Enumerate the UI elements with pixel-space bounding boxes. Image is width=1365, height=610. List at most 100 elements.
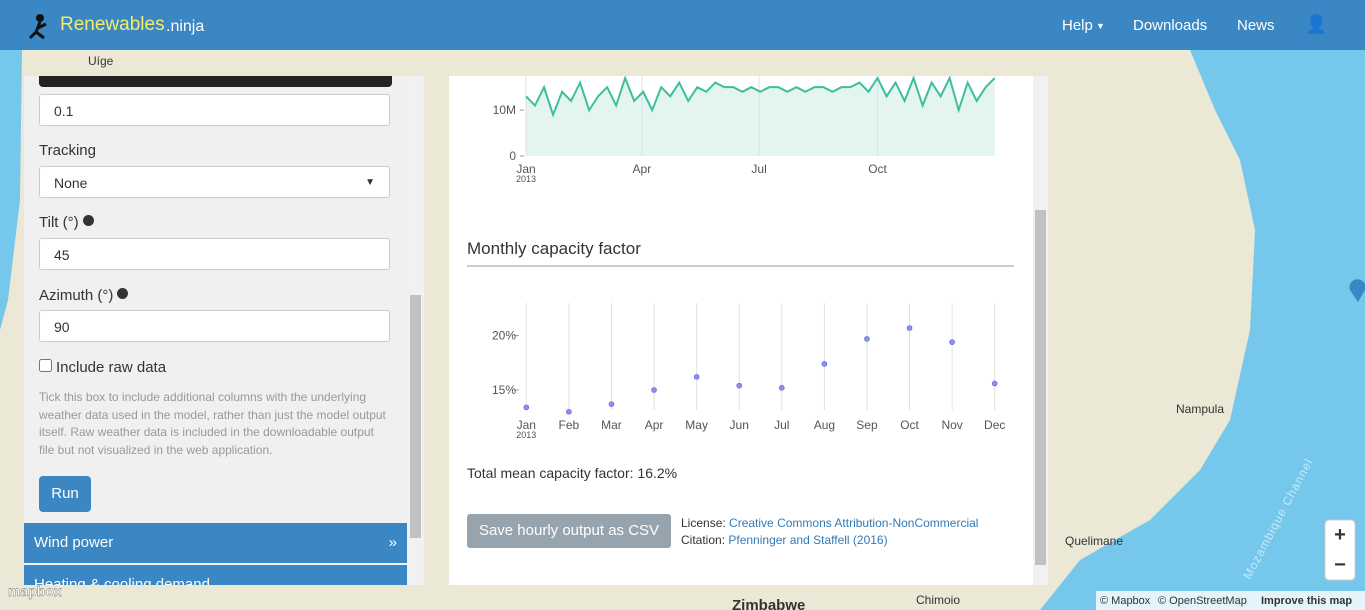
- x-tick-label: Dec: [984, 418, 1005, 432]
- map-water: [1040, 50, 1365, 610]
- attribution[interactable]: © OpenStreetMap: [1158, 595, 1247, 607]
- attribution-bg: [1096, 591, 1365, 610]
- x-tick-label: Aug: [814, 418, 835, 432]
- map-label: Chimoio: [916, 593, 960, 607]
- checkbox[interactable]: [39, 359, 52, 372]
- run-button[interactable]: Run: [39, 476, 91, 512]
- field-label: Azimuth (°): [39, 287, 129, 304]
- x-tick-label: Nov: [941, 418, 962, 432]
- tracking-select[interactable]: None ▼: [39, 166, 390, 198]
- dot: [864, 336, 870, 342]
- x-tick-label: Oct: [868, 162, 887, 176]
- y-tick-label: 0: [509, 149, 516, 163]
- dot: [693, 374, 700, 380]
- dot: [608, 401, 615, 407]
- section-title: Wind power: [34, 534, 114, 551]
- zoom-out[interactable]: −: [1334, 554, 1346, 576]
- results-panel: Jan Apr Jul Oct 2013 0 10M Monthly capacity fac…: [449, 76, 1048, 585]
- citation-link[interactable]: Pfenninger and Staffell (2016): [728, 533, 888, 547]
- dot: [523, 404, 530, 411]
- y-tick-label: 10M: [493, 103, 516, 117]
- scrollbar-thumb[interactable]: [1035, 210, 1046, 565]
- section-title: Heating & cooling demand: [34, 576, 210, 585]
- checkbox-label: Include raw data: [56, 359, 167, 376]
- label-text: Tilt (°): [39, 214, 79, 231]
- line: [525, 76, 996, 118]
- chart-title: Monthly capacity factor: [467, 239, 641, 258]
- zoom-control: [1324, 519, 1356, 581]
- azimuth-input[interactable]: 90: [39, 310, 390, 342]
- x-tick-label: Apr: [633, 162, 652, 176]
- settings-panel: System loss (fraction) 0.1 Tracking None…: [24, 76, 424, 585]
- y-tick-label: 15%: [492, 383, 516, 397]
- x-tick-label: Jan: [517, 418, 536, 432]
- input-value: 45: [54, 247, 70, 263]
- map-label: Quelimane: [1065, 534, 1123, 548]
- x-tick-label: May: [685, 418, 708, 432]
- save-button[interactable]: Save hourly output as CSV: [467, 514, 671, 548]
- system-loss-input[interactable]: 0.1: [39, 94, 390, 126]
- section-header[interactable]: Heating & cooling demand: [24, 565, 407, 585]
- x-tick-label: Sep: [856, 418, 878, 432]
- dot: [991, 380, 998, 387]
- year-label: 2013: [516, 430, 536, 440]
- x-tick-label: Oct: [900, 418, 919, 432]
- summary: Total mean capacity factor: 16.2%: [467, 465, 678, 481]
- input-value: 0.1: [54, 103, 74, 119]
- dot: [949, 339, 955, 345]
- map-label: Zimbabwe: [732, 597, 805, 610]
- license-label: License:: [681, 516, 726, 530]
- license-info: License: Creative Commons Attribution-No…: [681, 515, 978, 549]
- caret[interactable]: ▼: [1096, 21, 1105, 31]
- map-water: [0, 50, 22, 330]
- tooltip: [39, 76, 392, 87]
- charts: Jan Apr Jul Oct 2013 0 10M Monthly capacity fac…: [467, 76, 1014, 440]
- field-label: Tilt (°): [39, 214, 94, 231]
- attribution[interactable]: Improve this map: [1261, 595, 1352, 607]
- x-tick-label: Jul: [751, 162, 766, 176]
- x-tick-label: Jun: [730, 418, 749, 432]
- section-header[interactable]: Wind power»: [24, 523, 407, 563]
- x-tick-label: Jan: [516, 162, 535, 176]
- dot: [778, 385, 785, 391]
- brand[interactable]: Renewables: [60, 14, 165, 35]
- dot: [821, 361, 828, 367]
- logo-icon: [28, 14, 47, 40]
- nav-link[interactable]: News: [1237, 17, 1275, 34]
- scrollbar: [1033, 76, 1048, 585]
- input-value: 90: [54, 319, 70, 335]
- field-label: Tracking: [39, 142, 96, 159]
- nav-link[interactable]: Downloads: [1133, 17, 1208, 34]
- tilt-input[interactable]: 45: [39, 238, 390, 270]
- label-text: Azimuth (°): [39, 287, 114, 304]
- brand-suffix[interactable]: .ninja: [166, 18, 205, 35]
- dot: [736, 382, 743, 389]
- dot: [906, 325, 913, 331]
- citation-label: Citation:: [681, 533, 726, 547]
- map-label: Uíge: [88, 54, 114, 68]
- dot: [566, 408, 572, 415]
- license-link[interactable]: Creative Commons Attribution-NonCommerci…: [729, 516, 979, 530]
- scrollbar-thumb[interactable]: [410, 295, 421, 538]
- nav-link[interactable]: Help: [1062, 17, 1093, 34]
- x-tick-label: Feb: [559, 418, 580, 432]
- map-logo: mapbox: [8, 583, 62, 599]
- help-text: Tick this box to include additional colu…: [39, 390, 386, 457]
- area-fill: [526, 78, 995, 156]
- dot: [651, 387, 657, 393]
- user-menu[interactable]: 👤: [1305, 14, 1328, 34]
- x-tick-label: Jul: [774, 418, 789, 432]
- navbar: Renewables .ninja Help ▼ Downloads News …: [0, 0, 1365, 50]
- year-label: 2013: [516, 174, 536, 184]
- checkbox-row[interactable]: Include raw data: [39, 359, 166, 376]
- map-label: Nampula: [1176, 402, 1224, 416]
- attribution[interactable]: © Mapbox: [1100, 595, 1151, 607]
- select-value: None: [54, 175, 88, 191]
- scrollbar: [408, 76, 423, 585]
- zoom-in[interactable]: +: [1334, 524, 1346, 546]
- y-tick-label: 20%: [492, 329, 516, 343]
- x-tick-label: Mar: [601, 418, 622, 432]
- x-tick-label: Apr: [645, 418, 664, 432]
- map-marker[interactable]: [1349, 279, 1365, 302]
